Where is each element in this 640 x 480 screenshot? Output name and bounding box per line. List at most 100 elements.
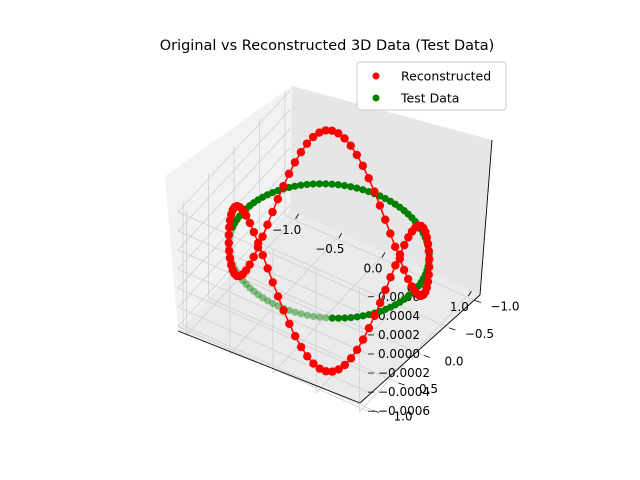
test-data-point: [328, 180, 336, 188]
reconstructed-point: [352, 345, 362, 355]
test-data-point: [359, 312, 367, 320]
y-tick-label: −0.5: [465, 327, 494, 341]
reconstructed-series: [224, 126, 434, 376]
reconstructed-point: [245, 260, 254, 269]
test-data-point: [309, 312, 318, 320]
test-data-point: [254, 291, 262, 299]
reconstructed-point: [279, 306, 288, 315]
x-axis-line: [177, 330, 361, 404]
reconstructed-point: [386, 273, 395, 282]
test-data-point: [334, 181, 342, 189]
grid-line: [208, 297, 399, 384]
reconstructed-point: [390, 242, 400, 252]
test-data-point: [316, 313, 324, 321]
test-data-point: [285, 306, 293, 315]
chart-title: Original vs Reconstructed 3D Data (Test …: [160, 38, 495, 54]
grid-line: [177, 109, 291, 232]
y-axis-line: [359, 294, 481, 404]
test-data-point: [246, 284, 254, 292]
reconstructed-point: [334, 129, 343, 138]
grid-line: [284, 215, 476, 301]
reconstructed-point: [284, 169, 294, 179]
reconstructed-point: [399, 265, 409, 275]
grid-line: [177, 287, 369, 374]
test-data-point: [291, 182, 299, 190]
y-tick-mark: [398, 382, 405, 386]
test-data-point: [315, 180, 324, 188]
axis-edges: [177, 139, 493, 404]
grid-line: [177, 90, 291, 213]
legend-label-test-data: Test Data: [400, 91, 459, 106]
y-tick-mark: [372, 410, 380, 413]
test-data-point: [259, 294, 267, 302]
test-data-point: [309, 180, 317, 188]
x-tick-mark: [338, 232, 343, 239]
test-data-point: [353, 184, 361, 192]
reconstructed-point: [258, 232, 267, 241]
reconstructed-point: [249, 252, 258, 262]
reconstructed-point: [225, 254, 235, 263]
reconstructed-point: [391, 261, 400, 270]
legend-box: [356, 61, 507, 111]
grid-line: [177, 306, 369, 393]
test-data-point: [376, 307, 384, 315]
reconstructed-point: [404, 233, 413, 242]
reconstructed-point: [386, 229, 395, 238]
grid-lines: [177, 90, 476, 413]
reconstructed-point: [340, 134, 349, 143]
reconstructed-point: [279, 182, 288, 191]
reconstructed-point: [346, 354, 356, 363]
test-data-point: [328, 314, 336, 322]
reconstructed-point: [321, 367, 331, 376]
x-tick-mark: [295, 213, 299, 220]
reconstructed-point: [414, 221, 423, 231]
test-data-point: [303, 311, 311, 319]
test-data-point: [303, 180, 311, 189]
y-tick-label: −1.0: [490, 300, 519, 314]
reconstructed-point: [263, 220, 272, 229]
reconstructed-point: [358, 335, 368, 344]
test-data-point: [269, 299, 277, 308]
legend-marker-test-data: [372, 94, 380, 102]
reconstructed-point: [273, 292, 283, 301]
reconstructed-point: [296, 147, 306, 157]
test-data-point: [322, 180, 330, 188]
reconstructed-point: [258, 250, 268, 260]
reconstructed-point: [328, 367, 337, 376]
reconstructed-point: [424, 270, 433, 279]
reconstructed-point: [375, 201, 385, 210]
test-data-point: [297, 181, 305, 189]
reconstructed-point: [321, 126, 330, 135]
grid-line: [177, 268, 369, 355]
test-data-point: [340, 182, 349, 190]
test-data-point: [274, 187, 282, 195]
grid-line: [177, 185, 291, 308]
grid-line: [177, 211, 369, 298]
test-data-point: [365, 187, 373, 196]
reconstructed-point: [370, 187, 379, 196]
reconstructed-point: [263, 264, 272, 273]
reconstructed-point: [245, 218, 255, 228]
x-tick-label: 0.0: [363, 262, 382, 276]
reconstructed-point: [224, 230, 234, 240]
reconstructed-point: [375, 298, 385, 308]
reconstructed-point: [285, 319, 294, 328]
axes-panes: [165, 86, 492, 403]
reconstructed-point: [370, 311, 379, 320]
test-data-point: [334, 314, 343, 322]
reconstructed-point: [423, 239, 433, 248]
x-tick-mark: [381, 252, 386, 258]
reconstructed-point: [395, 254, 404, 264]
grid-line: [177, 230, 369, 317]
grid-line: [177, 128, 291, 251]
z-tick-label: −0.0006: [378, 404, 430, 418]
reconstructed-point: [225, 223, 234, 232]
test-data-point: [359, 186, 367, 194]
x-tick-label: −1.0: [272, 223, 301, 237]
grid-line: [182, 325, 374, 411]
y-tick-mark: [423, 355, 431, 358]
reconstructed-point: [249, 227, 259, 237]
test-data-point: [347, 183, 355, 191]
y-tick-mark: [474, 300, 482, 303]
